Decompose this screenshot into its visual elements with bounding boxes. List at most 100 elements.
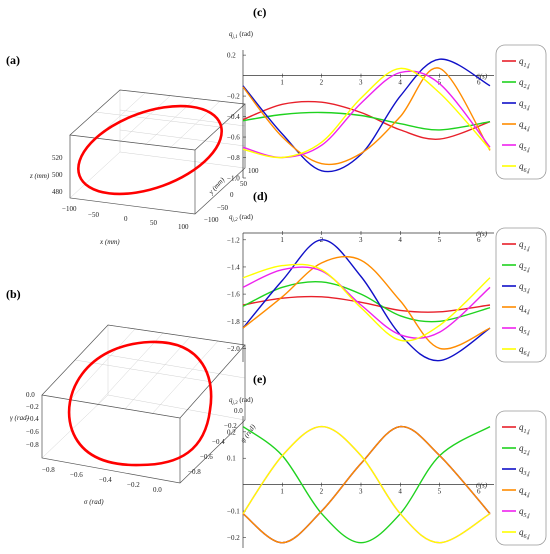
legend-c-label-3: q3,j [519, 98, 530, 111]
c-y-tick-label-2: −0.4 [227, 113, 240, 121]
panel-label-a: (a) [6, 53, 20, 67]
e-series-6 [242, 425, 491, 544]
b-x-tick-2: −0.4 [99, 476, 112, 484]
b-x-tick-4: 0.0 [153, 486, 162, 494]
d-y-tick-label-0: −1.2 [227, 236, 240, 244]
c-y-tick-label-4: −0.8 [227, 154, 240, 162]
a-y-tick-3: −50 [217, 204, 228, 212]
c-y-tick-label-0: 0.2 [227, 52, 236, 60]
legend-d-label-2: q2,j [519, 260, 530, 273]
e-x-tick-label-0: 1 [280, 488, 284, 496]
c-series-2 [242, 111, 491, 131]
d-x-tick-label-3: 4 [398, 236, 402, 244]
b-z-tick-2: −0.4 [26, 415, 39, 423]
b-y-tick-4: −0.8 [188, 468, 201, 476]
b-y-tick-3: −0.6 [200, 453, 213, 461]
b-x-tick-3: −0.2 [127, 481, 140, 489]
panel-b-3d-plot: 0.0 −0.2 −0.4 −0.6 −0.8 γ (rad) −0.8 −0.… [10, 324, 258, 506]
a-z-tick-2: 480 [52, 188, 63, 196]
d-ylabel: qj,2 (rad) [229, 213, 254, 223]
b-z-tick-3: −0.6 [26, 428, 39, 436]
e-x-tick-label-3: 4 [398, 488, 402, 496]
e-x-tick-label-2: 3 [359, 488, 363, 496]
chart-e: 1 2 3 4 5 6 0.2 0.1 −0.1 −0.2 qj,3 (rad) t (s) [227, 396, 494, 548]
c-series-6 [242, 67, 491, 159]
a-y-tick-1: 50 [240, 180, 248, 188]
e-y-tick-label-3: −0.2 [227, 534, 240, 542]
b-z-tick-4: −0.8 [26, 441, 39, 449]
c-ylabel: qj,1 (rad) [229, 30, 254, 40]
a-x-tick-1: −50 [88, 211, 99, 219]
legend-e-label-6: q6,j [519, 527, 530, 540]
legend-c-label-1: q1,j [519, 56, 530, 69]
c-series-3 [242, 58, 491, 173]
c-x-tick-label-3: 4 [398, 79, 402, 87]
d-series-5 [242, 266, 491, 339]
d-y-tick-label-3: −1.8 [227, 318, 240, 326]
d-y-tick-label-1: −1.4 [227, 263, 240, 271]
panel-a-3d-plot: 520 500 480 z (mm) −100 −50 0 50 100 x (… [29, 89, 259, 246]
legend-c-label-6: q6,j [519, 161, 530, 174]
c-y-tick-label-5: −1.0 [227, 175, 240, 183]
b-z-tick-0: 0.0 [26, 391, 35, 399]
e-y-tick-label-2: −0.1 [227, 508, 240, 516]
d-x-tick-label-4: 5 [438, 236, 442, 244]
c-x-tick-label-5: 6 [477, 79, 481, 87]
a-z-label: z (mm) [29, 172, 50, 180]
e-y-tick-label-1: 0.1 [227, 455, 236, 463]
legend-d-label-6: q6,j [519, 344, 530, 357]
e-series-4 [242, 425, 491, 544]
b-x-tick-1: −0.6 [70, 471, 83, 479]
b-x-tick-0: −0.8 [42, 466, 55, 474]
b-top-face [41, 324, 246, 419]
legend-e-label-5: q5,j [519, 506, 530, 519]
a-y-label: y (mm) [206, 176, 226, 197]
legend-e-label-1: q1,j [519, 422, 530, 435]
a-z-tick-0: 520 [52, 154, 63, 162]
e-x-tick-label-4: 5 [438, 488, 442, 496]
legend-c-label-2: q2,j [519, 77, 530, 90]
c-y-tick-label-3: −0.6 [227, 134, 240, 142]
c-x-tick-label-4: 5 [438, 79, 442, 87]
d-x-tick-label-0: 1 [280, 236, 284, 244]
b-x-label: σ (rad) [84, 498, 104, 506]
legend-e-label-3: q3,j [519, 464, 530, 477]
legend-d: q1,j q2,j q3,j q4,j q5,j q6,j [495, 227, 547, 363]
legend-e-label-4: q4,j [519, 485, 530, 498]
a-x-tick-0: −100 [62, 205, 77, 213]
chart-d: 1 2 3 4 5 6−1.2−1.4−1.6−1.8−2.0qj,2 (rad)t (s… [227, 213, 494, 362]
c-x-tick-label-2: 3 [359, 79, 363, 87]
a-y-tick-2: 0 [230, 191, 234, 199]
legend-e: q1,j q2,j q3,j q4,j q5,j q6,j [495, 410, 547, 546]
chart-c: 1 2 3 4 5 6 0.2 −0.2 −0.4 −0.6 −0.8 −1.0 qj,1 (rad) t… [227, 30, 494, 183]
panel-label-e: (e) [253, 372, 266, 386]
b-z-label: γ (rad) [10, 414, 30, 422]
legend-c-label-5: q5,j [519, 140, 530, 153]
legend-d-label-4: q4,j [519, 302, 530, 315]
panel-label-d: (d) [253, 189, 268, 203]
d-series-3 [242, 239, 491, 362]
e-ylabel: qj,3 (rad) [229, 396, 254, 406]
d-series-6 [242, 263, 491, 342]
d-y-tick-label-2: −1.6 [227, 291, 240, 299]
d-series-2 [242, 280, 491, 323]
c-x-tick-label-1: 2 [320, 79, 324, 87]
d-series-4 [242, 255, 491, 350]
c-y-tick-label-1: −0.2 [227, 93, 240, 101]
a-y-tick-4: −100 [204, 216, 219, 224]
panel-label-b: (b) [6, 287, 21, 301]
a-trajectory-curve [77, 104, 223, 196]
d-x-tick-label-5: 6 [477, 236, 481, 244]
c-series-1 [242, 100, 491, 140]
a-x-tick-4: 100 [178, 223, 189, 231]
b-y-tick-2: −0.4 [212, 438, 225, 446]
d-y-tick-label-4: −2.0 [227, 345, 240, 353]
e-x-tick-label-1: 2 [320, 488, 324, 496]
e-xlabel: t (s) [476, 482, 488, 490]
d-series-1 [242, 295, 491, 313]
a-x-label: x (mm) [99, 238, 120, 246]
b-y-tick-1: −0.2 [224, 422, 237, 430]
a-z-tick-1: 500 [52, 171, 63, 179]
legend-d-label-5: q5,j [519, 323, 530, 336]
